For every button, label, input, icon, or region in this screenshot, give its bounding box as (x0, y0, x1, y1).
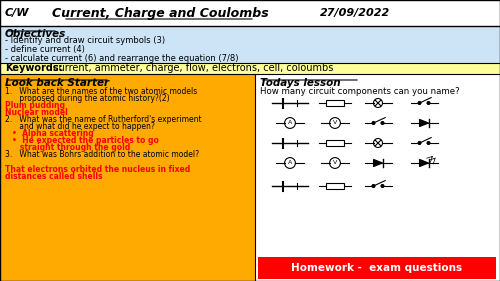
FancyBboxPatch shape (326, 183, 344, 189)
Text: V: V (333, 121, 337, 126)
FancyBboxPatch shape (326, 100, 344, 106)
Text: - calculate current (6) and rearrange the equation (7/8): - calculate current (6) and rearrange th… (5, 54, 238, 63)
Circle shape (427, 102, 430, 104)
Text: Objectives: Objectives (5, 29, 66, 39)
Text: proposed during the atomic history?(2): proposed during the atomic history?(2) (5, 94, 170, 103)
FancyBboxPatch shape (0, 74, 255, 281)
Polygon shape (420, 119, 428, 127)
Text: distances called shells: distances called shells (5, 172, 102, 181)
Text: That electrons orbited the nucleus in fixed: That electrons orbited the nucleus in fi… (5, 165, 190, 174)
Circle shape (418, 102, 421, 104)
Circle shape (381, 122, 384, 124)
Text: Nuclear model: Nuclear model (5, 108, 68, 117)
Circle shape (372, 185, 375, 187)
Text: current, ammeter, charge, flow, electrons, cell, coloumbs: current, ammeter, charge, flow, electron… (50, 63, 334, 73)
Text: Plum pudding: Plum pudding (5, 101, 65, 110)
FancyBboxPatch shape (326, 140, 344, 146)
Text: A: A (288, 160, 292, 166)
Text: 1.   What are the names of the two atomic models: 1. What are the names of the two atomic … (5, 87, 197, 96)
Text: - Identify and draw circuit symbols (3): - Identify and draw circuit symbols (3) (5, 36, 165, 45)
Polygon shape (420, 159, 428, 167)
Text: straight through the gold: straight through the gold (12, 143, 130, 152)
Text: •  Alpha scattering: • Alpha scattering (12, 129, 94, 138)
Text: Current, Charge and Coulombs: Current, Charge and Coulombs (52, 6, 268, 19)
Text: 27/09/2022: 27/09/2022 (320, 8, 390, 18)
Text: •  He expected the particles to go: • He expected the particles to go (12, 136, 159, 145)
Text: Keywords:: Keywords: (5, 63, 62, 73)
Polygon shape (374, 159, 382, 167)
Text: Todays lesson: Todays lesson (260, 78, 340, 88)
Circle shape (418, 142, 421, 144)
Text: A: A (288, 121, 292, 126)
Circle shape (372, 122, 375, 124)
Text: 2.   What was the name of Rutherford's experiment: 2. What was the name of Rutherford's exp… (5, 115, 202, 124)
Circle shape (381, 185, 384, 187)
FancyBboxPatch shape (0, 0, 500, 26)
Text: - define current (4): - define current (4) (5, 45, 85, 54)
Text: Look back Starter: Look back Starter (5, 78, 109, 88)
Text: Homework -  exam questions: Homework - exam questions (292, 263, 462, 273)
FancyBboxPatch shape (258, 257, 496, 279)
Text: How many circuit components can you name?: How many circuit components can you name… (260, 87, 460, 96)
Text: C/W: C/W (5, 8, 29, 18)
Text: V: V (333, 160, 337, 166)
FancyBboxPatch shape (255, 74, 500, 281)
Text: and what did he expect to happen?: and what did he expect to happen? (5, 122, 155, 131)
FancyBboxPatch shape (0, 26, 500, 63)
Circle shape (427, 142, 430, 144)
FancyBboxPatch shape (0, 63, 500, 74)
Text: 3.   What was Bohrs addition to the atomic model?: 3. What was Bohrs addition to the atomic… (5, 150, 199, 159)
